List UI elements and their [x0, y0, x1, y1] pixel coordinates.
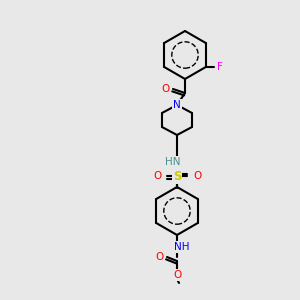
- Text: O: O: [153, 171, 161, 181]
- Text: O: O: [155, 252, 163, 262]
- Text: N: N: [173, 100, 181, 110]
- Text: N: N: [173, 100, 181, 110]
- Text: HN: HN: [165, 157, 181, 167]
- Text: NH: NH: [174, 242, 190, 252]
- Text: O: O: [193, 171, 201, 181]
- Text: O: O: [162, 84, 170, 94]
- Text: F: F: [217, 62, 223, 72]
- Text: O: O: [173, 270, 181, 280]
- Text: S: S: [173, 169, 181, 182]
